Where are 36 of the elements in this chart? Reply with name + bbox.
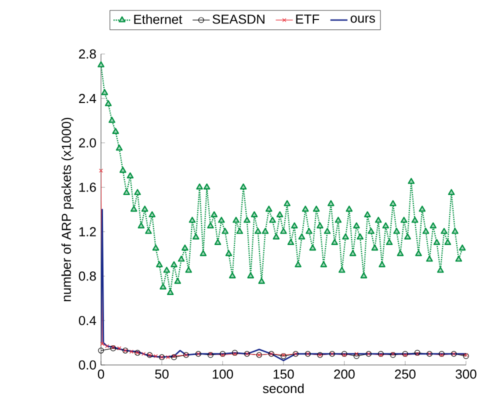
- legend-label: ours: [350, 16, 375, 23]
- y-tick-label: 1.6: [79, 182, 96, 192]
- y-tick-label: 0.4: [78, 316, 96, 326]
- y-tick-label: 2.0: [79, 138, 96, 148]
- point: [402, 350, 408, 357]
- point: [105, 344, 110, 348]
- point: [100, 342, 104, 346]
- point: [142, 352, 146, 356]
- y-axis-title: number of ARP packets (x1000): [61, 118, 74, 302]
- x-tick-label: 250: [394, 370, 416, 379]
- point: [438, 350, 445, 357]
- x-tick-label: 0: [98, 370, 104, 379]
- point: [220, 350, 226, 357]
- y-tick-label: 0.8: [78, 272, 96, 281]
- x-axis-title: second: [262, 384, 304, 394]
- x-tick-label: 50: [155, 370, 169, 379]
- legend-label: ETF: [296, 14, 320, 24]
- x-tick-label: 100: [212, 370, 234, 379]
- x-tick-label: 150: [274, 370, 294, 379]
- y-tick-label: 1.2: [79, 227, 96, 236]
- point: [117, 346, 122, 350]
- point: [166, 355, 170, 360]
- point: [354, 352, 358, 356]
- y-tick-label: 2.4: [79, 94, 96, 103]
- point: [341, 350, 348, 357]
- point: [354, 353, 360, 359]
- x-tick-label: 300: [456, 370, 476, 379]
- y-tick-label: 2.8: [79, 49, 96, 59]
- legend-label: SEASDN: [212, 14, 264, 24]
- y-tick-label: 0.0: [78, 360, 96, 370]
- point: [378, 350, 384, 357]
- point: [154, 354, 158, 358]
- legend-label: Ethernet: [134, 14, 182, 24]
- x-tick-label: 200: [334, 370, 355, 379]
- point: [129, 350, 134, 354]
- point: [98, 348, 104, 354]
